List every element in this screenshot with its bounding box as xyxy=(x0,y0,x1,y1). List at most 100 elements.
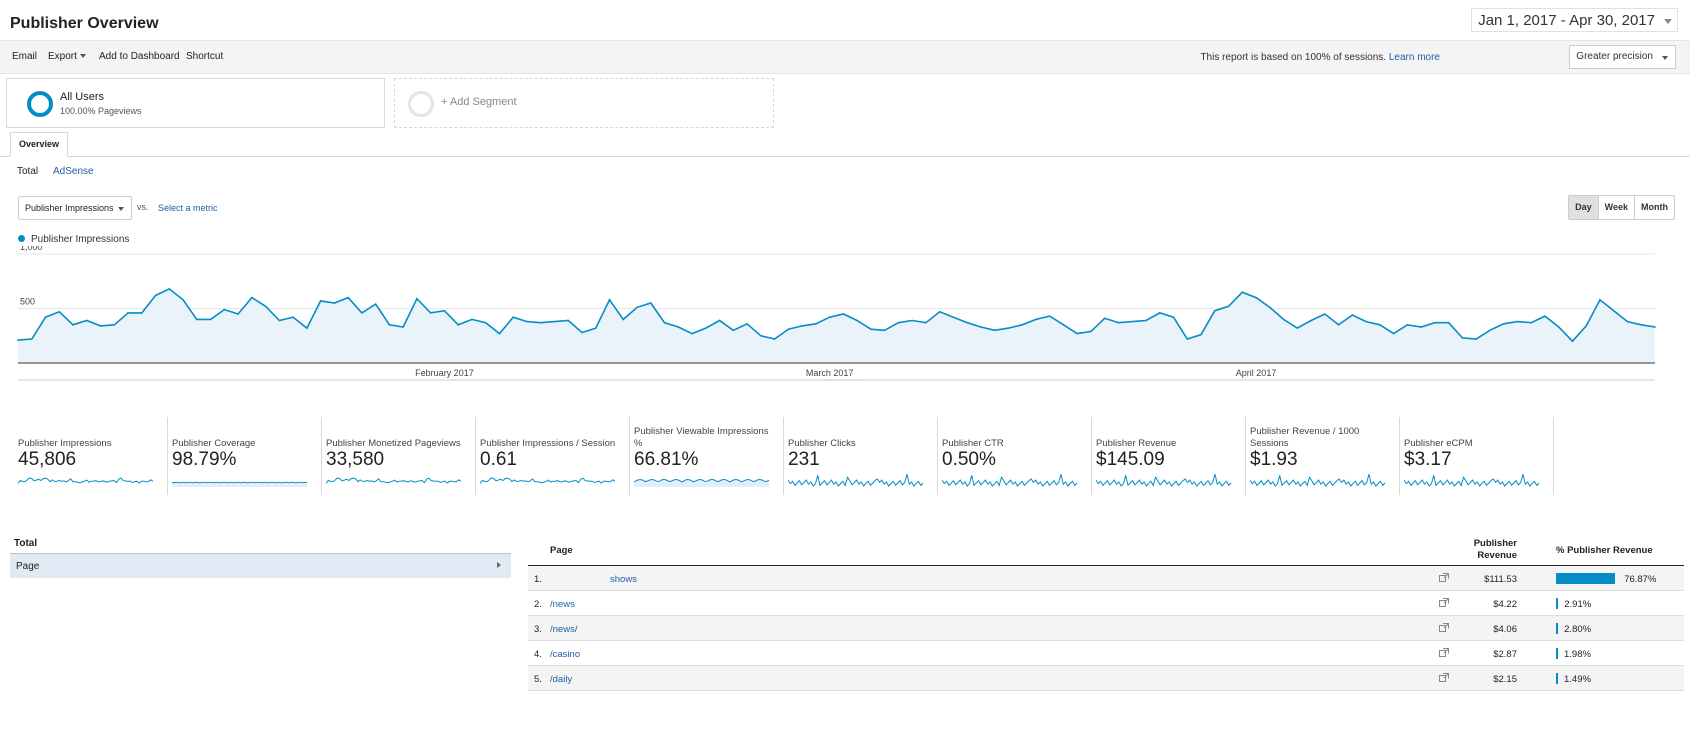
data-point[interactable] xyxy=(471,318,473,321)
data-point[interactable] xyxy=(1200,333,1202,336)
row-page-link[interactable]: /daily xyxy=(550,674,573,685)
data-point[interactable] xyxy=(815,322,817,325)
data-point[interactable] xyxy=(526,320,528,323)
open-page-icon[interactable] xyxy=(1439,573,1449,582)
data-point[interactable] xyxy=(897,321,900,324)
data-point[interactable] xyxy=(1475,338,1477,340)
data-point[interactable] xyxy=(168,288,171,290)
data-point[interactable] xyxy=(182,298,184,301)
open-page-icon[interactable] xyxy=(1439,648,1449,657)
data-point[interactable] xyxy=(1489,329,1491,332)
data-point[interactable] xyxy=(980,326,982,328)
data-point[interactable] xyxy=(484,321,487,324)
data-point[interactable] xyxy=(842,313,845,315)
data-point[interactable] xyxy=(539,321,542,324)
data-point[interactable] xyxy=(251,296,253,299)
data-point[interactable] xyxy=(429,312,432,314)
data-point[interactable] xyxy=(1571,340,1574,342)
data-point[interactable] xyxy=(1337,324,1340,326)
data-point[interactable] xyxy=(649,302,652,304)
data-point[interactable] xyxy=(870,328,872,331)
data-point[interactable] xyxy=(264,305,267,308)
data-point[interactable] xyxy=(993,329,996,332)
scorecard[interactable]: Publisher Clicks 231 xyxy=(784,417,938,495)
open-page-icon[interactable] xyxy=(1439,598,1449,607)
data-point[interactable] xyxy=(127,312,129,314)
data-point[interactable] xyxy=(1612,309,1615,312)
data-point[interactable] xyxy=(1131,320,1134,323)
data-point[interactable] xyxy=(1420,326,1422,328)
data-point[interactable] xyxy=(498,332,501,335)
tab-overview[interactable]: Overview xyxy=(10,132,69,157)
data-point[interactable] xyxy=(1282,318,1285,321)
data-point[interactable] xyxy=(1447,321,1450,324)
period-day-button[interactable]: Day xyxy=(1569,196,1598,219)
shortcut-button[interactable]: Shortcut xyxy=(186,51,224,62)
row-page-link[interactable]: shows xyxy=(610,574,637,585)
data-point[interactable] xyxy=(581,331,583,334)
learn-more-link[interactable]: Learn more xyxy=(1388,52,1440,63)
data-point[interactable] xyxy=(209,318,212,321)
data-point[interactable] xyxy=(457,324,460,326)
row-page-link[interactable]: /news/ xyxy=(550,624,578,635)
data-point[interactable] xyxy=(1076,332,1079,335)
data-point[interactable] xyxy=(1296,327,1299,329)
data-point[interactable] xyxy=(1227,305,1230,308)
data-point[interactable] xyxy=(911,319,913,322)
subtab-adsense[interactable]: AdSense xyxy=(53,166,94,177)
date-range-picker[interactable]: Jan 1, 2017 - Apr 30, 2017 xyxy=(1471,8,1678,32)
data-point[interactable] xyxy=(938,310,941,313)
data-point[interactable] xyxy=(347,296,349,299)
data-point[interactable] xyxy=(1585,325,1588,327)
data-point[interactable] xyxy=(319,300,322,302)
data-point[interactable] xyxy=(1379,324,1381,326)
data-point[interactable] xyxy=(44,316,47,319)
data-point[interactable] xyxy=(1241,291,1244,293)
data-point[interactable] xyxy=(17,339,19,341)
data-point[interactable] xyxy=(1599,298,1601,301)
add-to-dashboard-button[interactable]: Add to Dashboard xyxy=(99,51,180,62)
data-point[interactable] xyxy=(292,316,294,319)
dimension-page-row[interactable]: Page xyxy=(10,553,511,578)
data-point[interactable] xyxy=(1530,321,1532,324)
data-point[interactable] xyxy=(1213,309,1216,312)
data-point[interactable] xyxy=(1021,324,1024,326)
data-point[interactable] xyxy=(622,318,625,321)
data-point[interactable] xyxy=(85,319,88,322)
data-point[interactable] xyxy=(1186,338,1189,340)
data-point[interactable] xyxy=(663,321,666,324)
data-point[interactable] xyxy=(1626,320,1629,323)
data-point[interactable] xyxy=(141,312,143,314)
column-header-revenue[interactable]: Publisher Revenue xyxy=(1473,538,1517,561)
data-point[interactable] xyxy=(196,318,198,321)
row-page-link[interactable]: /news xyxy=(550,599,575,610)
data-point[interactable] xyxy=(1048,315,1051,317)
data-point[interactable] xyxy=(1544,315,1546,317)
data-point[interactable] xyxy=(760,334,762,337)
select-metric-link[interactable]: Select a metric xyxy=(158,203,218,213)
data-point[interactable] xyxy=(1090,330,1092,333)
data-point[interactable] xyxy=(1351,314,1354,316)
scorecard[interactable]: Publisher Coverage 98.79% xyxy=(168,417,322,495)
data-point[interactable] xyxy=(72,324,74,326)
data-point[interactable] xyxy=(306,327,308,329)
data-point[interactable] xyxy=(773,338,776,340)
metric-selector[interactable]: Publisher Impressions xyxy=(18,196,132,220)
email-button[interactable]: Email xyxy=(12,51,38,62)
data-point[interactable] xyxy=(99,325,102,327)
data-point[interactable] xyxy=(402,326,404,328)
data-point[interactable] xyxy=(1434,321,1436,324)
data-point[interactable] xyxy=(1255,296,1257,299)
export-button[interactable]: Export xyxy=(48,51,86,62)
scorecard[interactable]: Publisher Impressions 45,806 xyxy=(14,417,168,495)
open-page-icon[interactable] xyxy=(1439,673,1449,682)
data-point[interactable] xyxy=(1557,326,1560,328)
data-point[interactable] xyxy=(1062,324,1065,326)
data-point[interactable] xyxy=(1502,322,1505,325)
data-point[interactable] xyxy=(705,327,707,329)
data-point[interactable] xyxy=(223,308,226,311)
add-segment-button[interactable]: + Add Segment xyxy=(394,78,774,128)
data-point[interactable] xyxy=(1392,332,1395,335)
scorecard[interactable]: Publisher eCPM $3.17 xyxy=(1400,417,1554,495)
data-point[interactable] xyxy=(1310,319,1312,322)
